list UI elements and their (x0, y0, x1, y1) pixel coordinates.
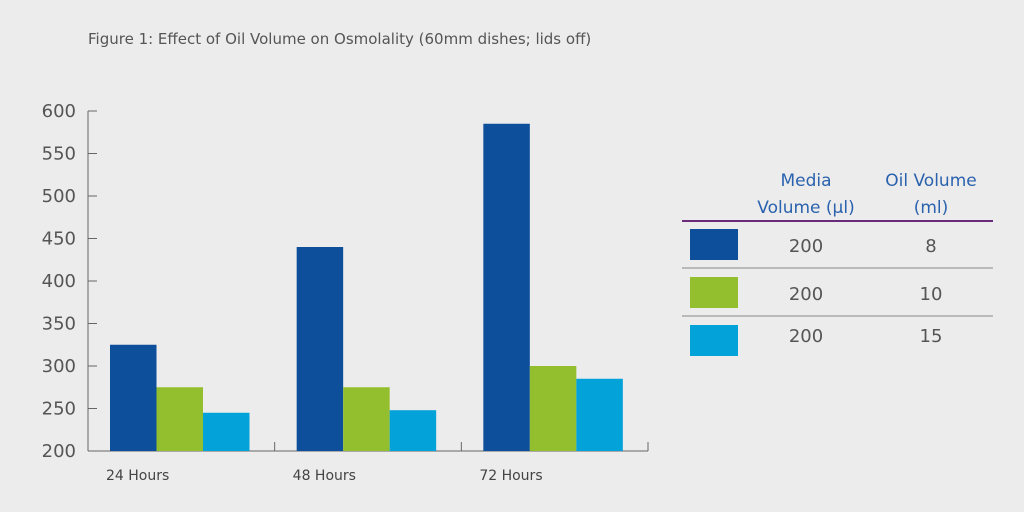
legend-media-value: 200 (789, 284, 823, 305)
legend-oil-value: 15 (920, 326, 943, 347)
legend-header-oil-line1: Oil Volume (885, 171, 976, 191)
y-tick-label: 300 (42, 356, 76, 377)
legend-oil-value: 8 (925, 236, 936, 257)
bar (343, 387, 390, 451)
y-tick-label: 400 (42, 271, 76, 292)
x-ticks: 24 Hours 48 Hours 72 Hours (106, 442, 649, 484)
bar (483, 123, 530, 451)
y-tick-label: 350 (42, 314, 76, 335)
legend-swatch (690, 277, 738, 308)
x-tick-label: 72 Hours (479, 468, 542, 484)
bar (389, 410, 437, 451)
chart-title: Figure 1: Effect of Oil Volume on Osmola… (88, 30, 591, 48)
legend-media-value: 200 (789, 236, 823, 257)
y-tick-label: 450 (42, 229, 76, 250)
legend-header-oil-line2: (ml) (914, 198, 949, 218)
bar (529, 366, 577, 451)
bars (110, 123, 623, 451)
x-tick-label: 24 Hours (106, 468, 169, 484)
y-tick-label: 200 (42, 441, 76, 462)
y-tick-label: 250 (42, 399, 76, 420)
legend-media-value: 200 (789, 326, 823, 347)
bar (156, 387, 203, 451)
y-ticks: 200 250 300 350 400 450 500 550 600 (42, 101, 97, 462)
y-tick-label: 500 (42, 186, 76, 207)
legend-table: Media Volume (µl) Oil Volume (ml) 200 8 20… (682, 171, 993, 356)
legend-swatch (690, 229, 738, 260)
x-tick-label: 48 Hours (293, 468, 356, 484)
legend-swatch (690, 325, 738, 356)
y-tick-label: 600 (42, 101, 76, 122)
bar (296, 247, 344, 451)
y-tick-label: 550 (42, 144, 76, 165)
legend-header-media-line2: Volume (µl) (757, 198, 854, 218)
legend-oil-value: 10 (920, 284, 943, 305)
bar (203, 412, 250, 451)
bar (110, 344, 157, 451)
legend-header-media-line1: Media (780, 171, 831, 191)
bar (576, 378, 623, 451)
